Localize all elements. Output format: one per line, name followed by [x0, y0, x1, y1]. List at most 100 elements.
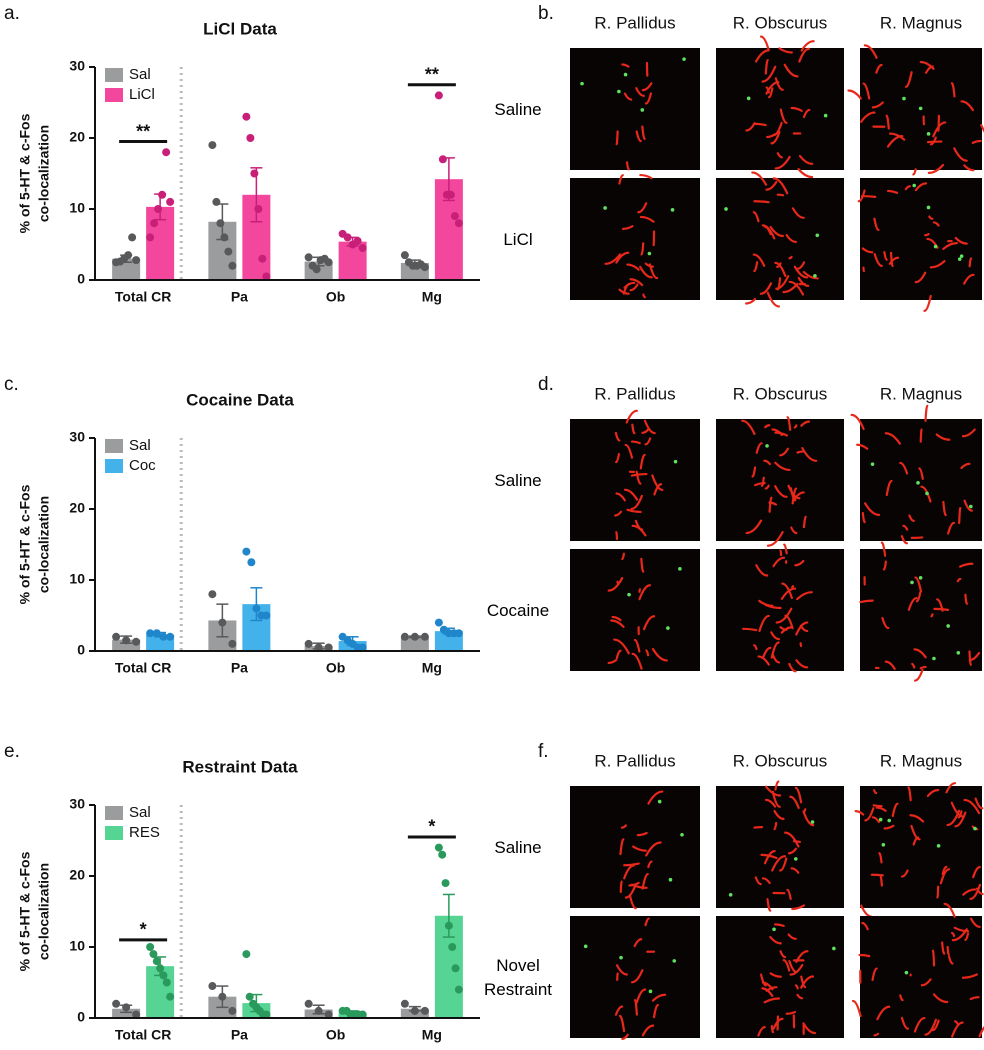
green-dot — [648, 989, 653, 994]
stain-fiber — [623, 862, 640, 867]
column-header: R. Magnus — [880, 13, 962, 32]
error-bar — [250, 167, 263, 223]
green-dot — [617, 89, 621, 94]
stain-fiber — [878, 852, 883, 864]
stain-fiber — [974, 797, 984, 810]
data-point — [420, 1006, 429, 1015]
stain-fiber — [776, 193, 785, 197]
stain-fiber — [765, 180, 778, 191]
stain-fiber — [980, 124, 984, 133]
chart-title: Restraint Data — [182, 757, 298, 776]
stain-fiber — [761, 877, 771, 885]
cell-stain — [857, 182, 975, 312]
green-dot — [832, 946, 836, 951]
stain-fiber — [741, 419, 756, 436]
stain-fiber — [795, 950, 809, 964]
stain-fiber — [651, 648, 668, 662]
stain-fiber — [800, 40, 815, 52]
significance-label: ** — [136, 121, 150, 141]
stain-fiber — [625, 161, 630, 171]
cell-stain — [741, 416, 818, 547]
error-bar — [154, 193, 167, 221]
error-bar — [216, 985, 229, 1009]
stain-fiber — [619, 880, 623, 894]
error-bar — [312, 642, 325, 650]
stain-fiber — [888, 256, 900, 265]
y-tick-label: 10 — [69, 571, 85, 587]
micrograph — [716, 786, 844, 908]
stain-fiber — [946, 945, 950, 956]
data-point — [420, 263, 429, 272]
stain-fiber — [801, 447, 818, 462]
stain-fiber — [604, 253, 622, 265]
data-point — [448, 943, 457, 951]
stain-fiber — [776, 152, 783, 159]
panel-label: e. — [4, 741, 20, 762]
stain-fiber — [798, 154, 814, 165]
x-tick-label: Pa — [231, 1027, 248, 1043]
bar — [400, 636, 429, 651]
data-point — [454, 219, 463, 228]
stain-fiber — [645, 649, 650, 657]
green-dot — [956, 651, 961, 655]
stain-fiber — [769, 972, 782, 978]
stain-fiber — [754, 876, 762, 886]
y-axis-label: % of 5-HT & c-Fos — [17, 851, 33, 971]
legend-swatch — [105, 826, 123, 840]
stain-fiber — [636, 831, 648, 837]
stain-fiber — [860, 111, 876, 123]
micrograph — [716, 549, 844, 671]
data-point — [246, 134, 255, 142]
data-point — [150, 219, 159, 228]
stain-fiber — [633, 998, 638, 1016]
legend-label: Sal — [129, 804, 151, 821]
stain-fiber — [883, 824, 895, 830]
stain-fiber — [623, 488, 639, 501]
stain-fiber — [774, 923, 785, 927]
x-tick-label: Mg — [422, 289, 442, 305]
green-dot — [670, 208, 675, 212]
y-tick-label: 20 — [69, 129, 85, 145]
stain-fiber — [645, 841, 662, 857]
stain-fiber — [802, 1022, 817, 1035]
stain-fiber — [882, 560, 887, 571]
y-axis-label: co-localization — [36, 863, 52, 960]
data-point — [451, 964, 460, 973]
error-bar — [120, 1004, 133, 1014]
stain-fiber — [615, 130, 619, 146]
stain-fiber — [624, 443, 634, 459]
stain-fiber — [785, 233, 797, 244]
stain-fiber — [774, 77, 784, 91]
x-tick-label: Ob — [326, 289, 345, 305]
stain-fiber — [885, 479, 893, 497]
stain-fiber — [791, 487, 798, 505]
stain-fiber — [872, 804, 883, 808]
stain-fiber — [773, 821, 778, 831]
x-tick-label: Ob — [326, 1027, 345, 1043]
stain-fiber — [947, 955, 954, 965]
stain-fiber — [630, 472, 648, 477]
stain-fiber — [625, 409, 638, 424]
stain-fiber — [932, 993, 949, 1004]
stain-fiber — [752, 253, 766, 267]
stain-fiber — [891, 802, 899, 818]
data-point — [441, 879, 450, 888]
data-point — [208, 982, 217, 991]
stain-fiber — [790, 867, 800, 874]
stain-fiber — [953, 147, 968, 162]
stain-fiber — [764, 424, 771, 429]
stain-fiber — [937, 114, 940, 132]
data-point — [162, 978, 171, 987]
stain-fiber — [854, 810, 865, 816]
stain-fiber — [936, 885, 940, 899]
stain-fiber — [875, 806, 887, 812]
stain-fiber — [762, 646, 772, 658]
data-point — [254, 205, 263, 213]
stain-fiber — [640, 242, 645, 256]
green-dot — [902, 96, 906, 101]
stain-fiber — [971, 139, 982, 144]
stain-fiber — [610, 619, 625, 628]
stain-fiber — [862, 82, 871, 100]
row-label-box: Saline — [494, 100, 541, 119]
